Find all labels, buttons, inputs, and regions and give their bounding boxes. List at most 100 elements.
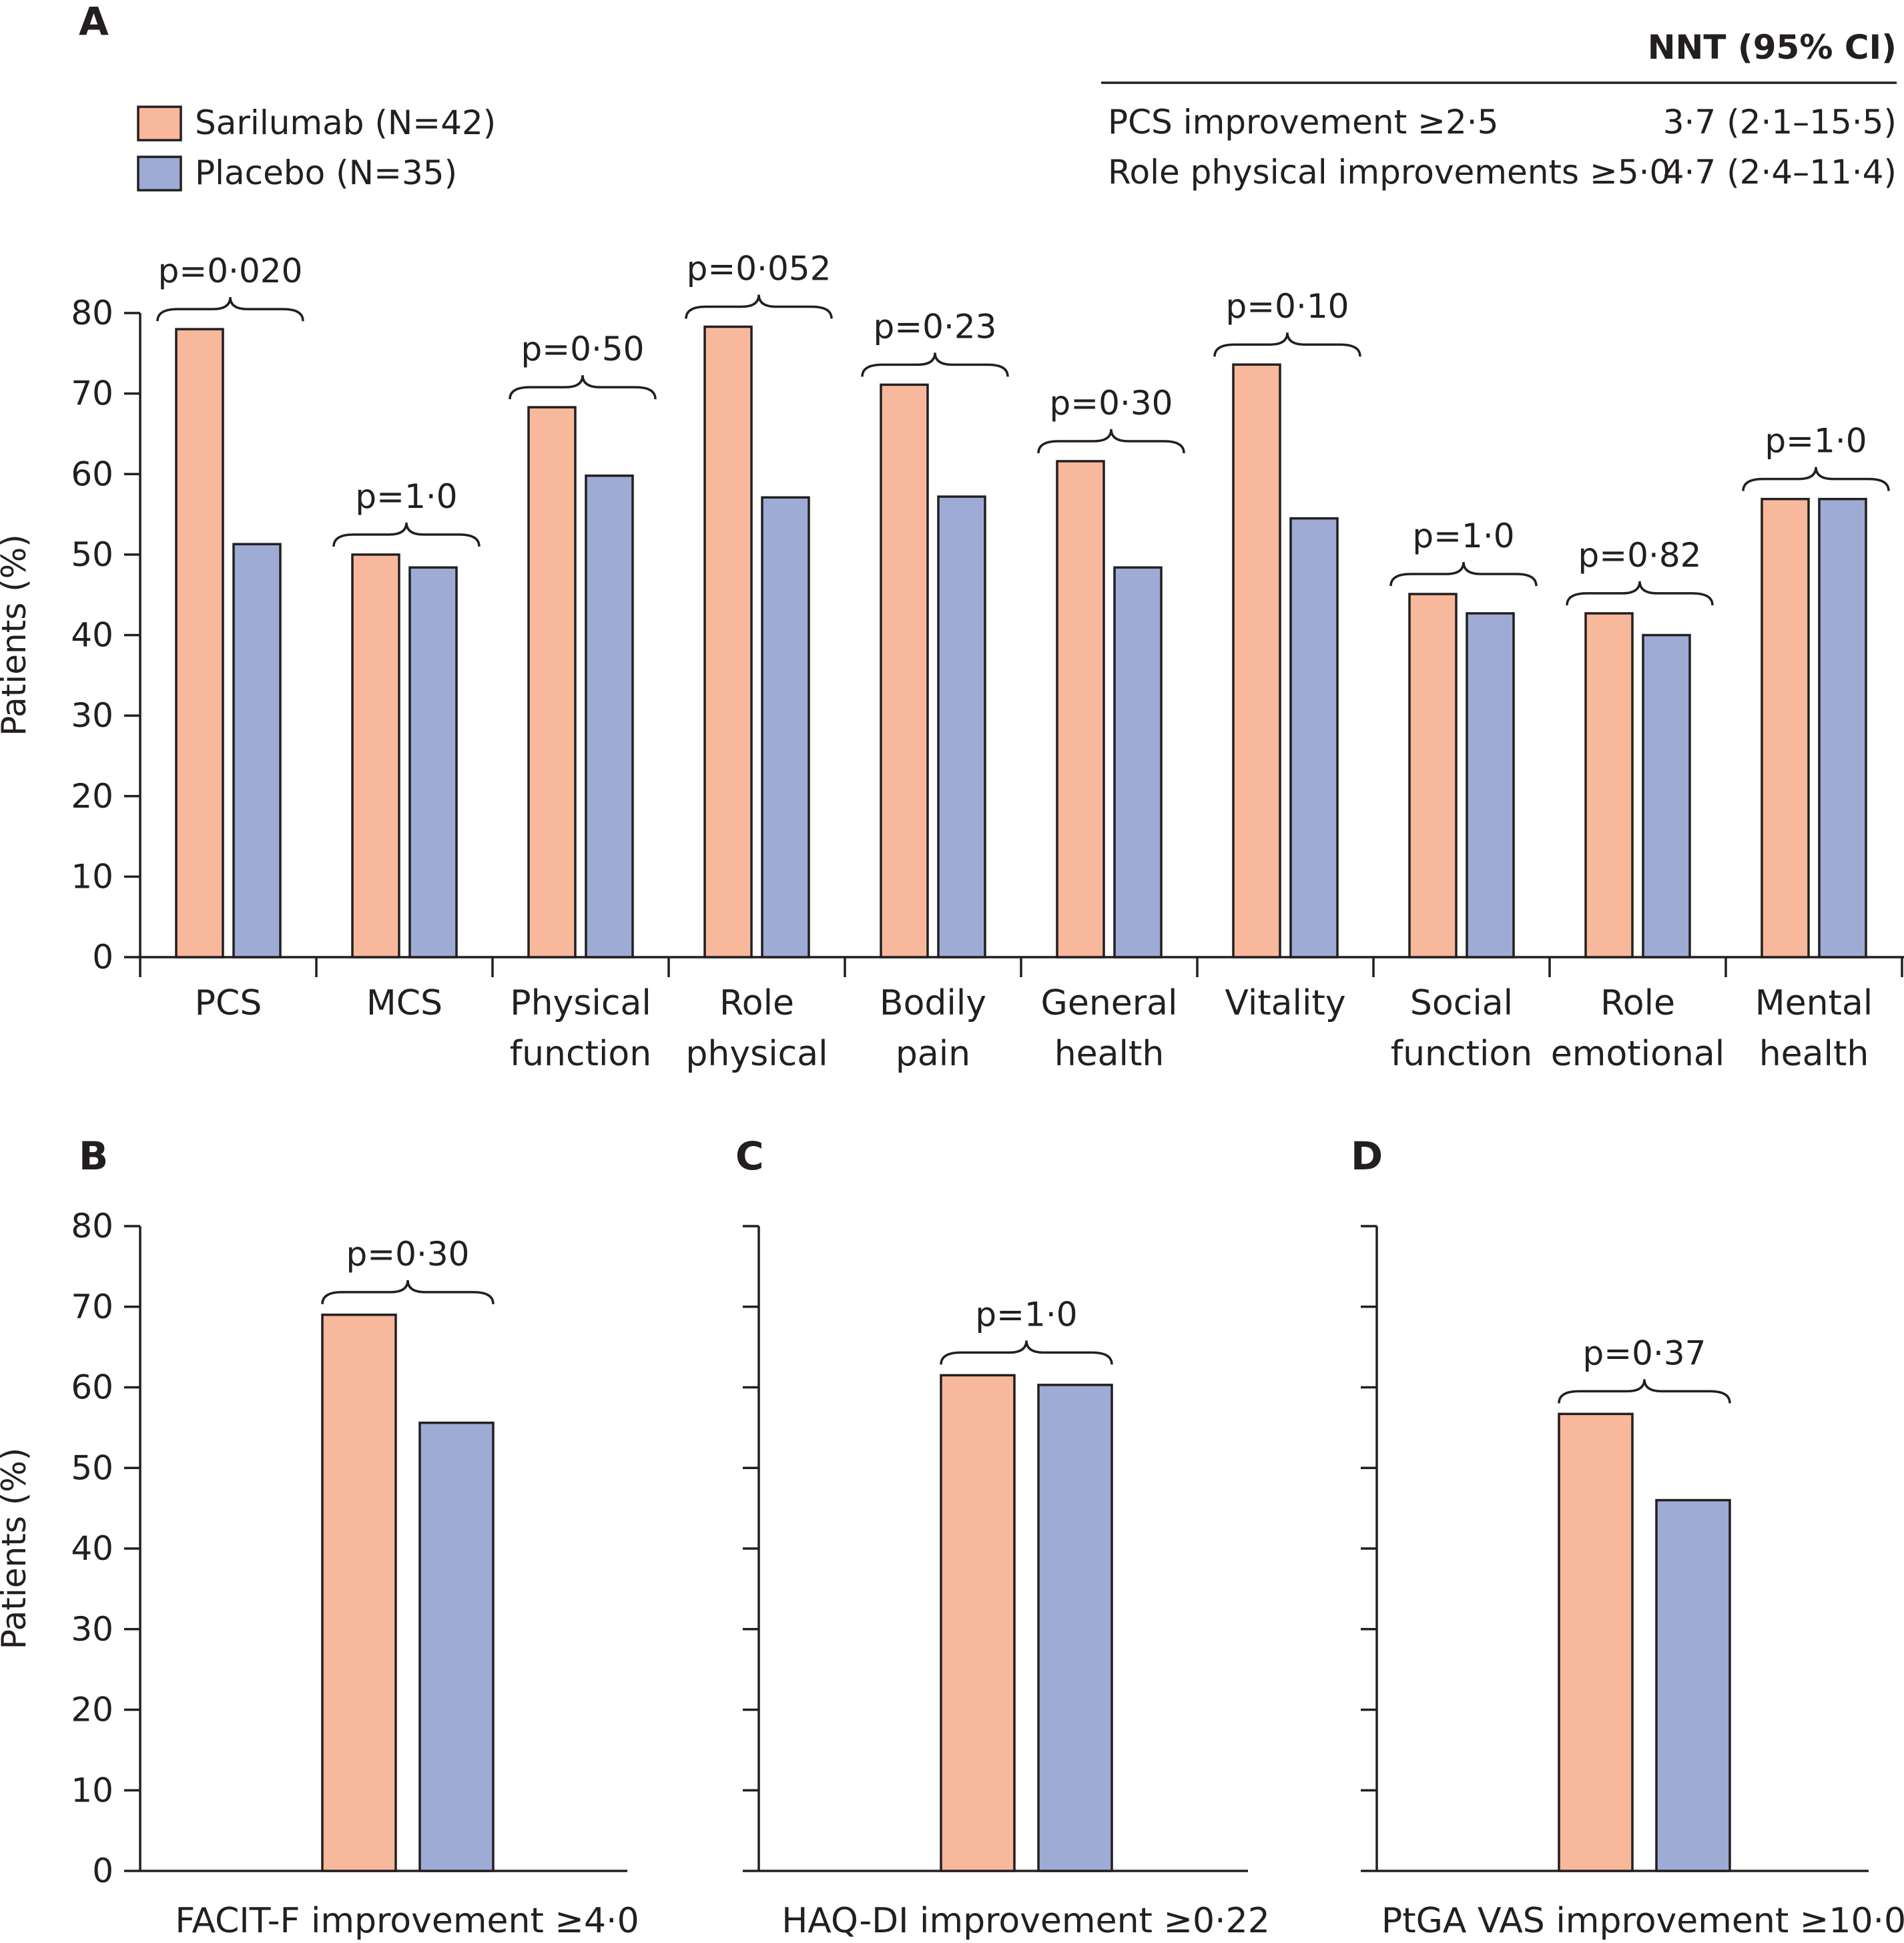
bar-placebo: [418, 1421, 495, 1872]
y-tick-label: 0: [92, 938, 113, 977]
p-value-label: p=1·0: [1765, 422, 1867, 461]
p-value-label: p=0·10: [1226, 287, 1349, 326]
p-value-bracket: [1213, 332, 1361, 357]
category-label: Role: [719, 983, 794, 1023]
bar-placebo: [1289, 517, 1339, 958]
panel-letter-d: D: [1351, 1133, 1383, 1179]
legend: Sarilumab (N=42) Placebo (N=35): [137, 103, 496, 192]
y-tick-label: 20: [71, 777, 113, 816]
bar-sarilumab: [527, 406, 577, 958]
nnt-table: NNT (95% CI) PCS improvement ≥2·5 3·7 (2…: [1101, 28, 1897, 192]
y-tick-label: 0: [92, 1852, 113, 1890]
bar-sarilumab: [1558, 1412, 1634, 1872]
bar-placebo: [1642, 633, 1691, 958]
y-tick-label: 50: [71, 1448, 113, 1487]
bar-sarilumab: [321, 1314, 397, 1872]
p-value-bracket: [321, 1280, 495, 1304]
p-value-bracket: [332, 522, 481, 547]
nnt-row-label: PCS improvement ≥2·5: [1108, 103, 1499, 142]
bar-sarilumab: [1232, 363, 1281, 958]
p-value-label: p=0·82: [1578, 536, 1702, 575]
panel-c-chart: p=1·0 HAQ-DI improvement ≥0·22: [743, 1225, 1270, 1941]
p-value-label: p=0·37: [1583, 1334, 1706, 1372]
nnt-row-label: Role physical improvements ≥5·0: [1108, 153, 1670, 192]
bar-sarilumab: [703, 325, 753, 958]
x-axis-label: FACIT-F improvement ≥4·0: [175, 1901, 639, 1941]
p-value-bracket: [1566, 581, 1714, 606]
bar-placebo: [585, 474, 634, 958]
p-value-label: p=1·0: [355, 477, 457, 516]
category-label: Social: [1410, 983, 1513, 1023]
nnt-table-header: NNT (95% CI): [1648, 28, 1897, 67]
y-tick-label: 60: [71, 1368, 113, 1407]
category-label: health: [1054, 1034, 1165, 1074]
panel-letter-c: C: [735, 1133, 764, 1179]
panel-a-chart: 0 10 20 30 40 50 60 70 80 Patients (%) p=0·020 PCS p…: [0, 250, 1904, 1074]
bar-sarilumab: [940, 1374, 1016, 1872]
bar-placebo: [937, 495, 986, 958]
p-value-label: p=0·052: [687, 250, 832, 288]
category-label: Physical: [510, 983, 651, 1023]
y-tick-label: 20: [71, 1691, 113, 1729]
p-value-label: p=0·020: [158, 252, 303, 290]
category-label: pain: [896, 1034, 970, 1074]
p-value-label: p=0·50: [521, 330, 645, 368]
p-value-bracket: [940, 1340, 1113, 1365]
category-label: MCS: [366, 983, 442, 1023]
y-tick-label: 70: [71, 1288, 113, 1326]
p-value-bracket: [1389, 561, 1538, 587]
category-label: function: [1391, 1034, 1532, 1074]
p-value-bracket: [861, 352, 1009, 377]
y-tick-label: 70: [71, 374, 113, 413]
y-tick-label: 30: [71, 696, 113, 735]
bar-placebo: [1466, 612, 1515, 958]
category-label: health: [1759, 1034, 1869, 1074]
legend-label-placebo: Placebo (N=35): [195, 154, 457, 192]
bar-placebo: [1655, 1498, 1731, 1872]
p-value-bracket: [1037, 429, 1185, 454]
y-tick-label: 80: [71, 1207, 113, 1245]
legend-swatch-placebo: [137, 156, 182, 192]
y-tick-label: 10: [71, 857, 113, 896]
y-axis-label: Patients (%): [0, 534, 33, 736]
y-tick-label: 60: [71, 455, 113, 493]
category-label: Vitality: [1225, 983, 1345, 1023]
bar-sarilumab: [1584, 612, 1634, 958]
category-label: General: [1041, 983, 1178, 1023]
legend-swatch-sarilumab: [137, 105, 182, 142]
panel-letter-b: B: [79, 1133, 108, 1179]
category-label: Role: [1600, 983, 1675, 1023]
category-label: Mental: [1755, 983, 1873, 1023]
panel-b-chart: 0 10 20 30 40 50 60 70 80 Patients (%) p=0·30 FACIT…: [0, 1207, 639, 1941]
legend-label-sarilumab: Sarilumab (N=42): [195, 103, 496, 142]
p-value-label: p=1·0: [975, 1295, 1077, 1334]
bar-sarilumab: [351, 553, 400, 958]
category-label: emotional: [1551, 1034, 1724, 1074]
bar-sarilumab: [880, 383, 929, 958]
bar-placebo: [761, 496, 810, 958]
p-value-label: p=0·30: [1050, 384, 1173, 423]
bar-placebo: [232, 543, 282, 958]
bar-sarilumab: [1056, 460, 1105, 958]
y-tick-label: 80: [71, 294, 113, 332]
p-value-label: p=0·23: [874, 307, 997, 346]
y-tick-label: 10: [71, 1771, 113, 1810]
bar-sarilumab: [175, 328, 224, 958]
x-axis-label: PtGA VAS improvement ≥10·0: [1381, 1901, 1904, 1941]
panel-letter-a: A: [79, 0, 109, 44]
nnt-row-value: 4·7 (2·4–11·4): [1663, 153, 1897, 192]
category-label: function: [510, 1034, 651, 1074]
y-tick-label: 40: [71, 616, 113, 655]
p-value-label: p=1·0: [1412, 517, 1514, 555]
category-label: PCS: [195, 983, 262, 1023]
y-tick-label: 30: [71, 1610, 113, 1649]
bar-sarilumab: [1408, 593, 1458, 958]
bar-placebo: [408, 566, 458, 958]
bar-placebo: [1113, 566, 1163, 958]
p-value-label: p=0·30: [346, 1235, 470, 1274]
bar-placebo: [1818, 497, 1867, 958]
y-tick-label: 40: [71, 1529, 113, 1568]
bar-sarilumab: [1761, 497, 1810, 958]
p-value-bracket: [509, 374, 657, 400]
p-value-bracket: [1558, 1379, 1731, 1404]
